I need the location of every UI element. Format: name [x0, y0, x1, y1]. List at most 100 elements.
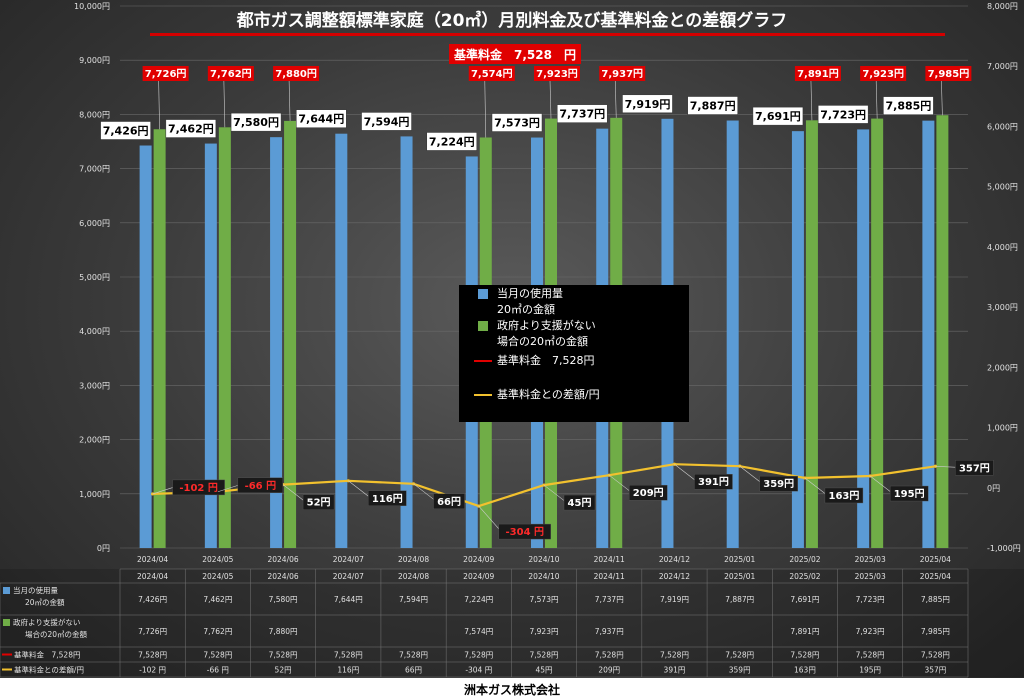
table-cell: 7,723円	[856, 595, 885, 604]
table-cell: 7,528円	[790, 651, 819, 660]
table-row-label: 場合の20㎥の金額	[25, 629, 88, 639]
bar-current-usage	[857, 129, 870, 549]
table-cell: 7,885円	[921, 595, 950, 604]
data-table-bg	[0, 569, 1024, 677]
legend-label: 場合の20㎥の金額	[497, 334, 588, 348]
no-subsidy-label: 7,923円	[862, 68, 904, 80]
difference-label: 66円	[437, 496, 461, 508]
table-cell: 7,528円	[660, 651, 689, 660]
x-tick-label: 2024/11	[594, 555, 625, 564]
difference-label: 45円	[568, 497, 592, 509]
y-left-tick-label: 9,000円	[79, 56, 110, 65]
legend-label: 基準料金 7,528円	[497, 353, 595, 367]
table-cell: -66 円	[207, 666, 229, 675]
table-cell: 195円	[859, 666, 881, 675]
chart-title: 都市ガス調整額標準家庭（20㎥）月別料金及び基準料金との差額グラフ	[236, 11, 788, 31]
current-usage-label: 7,573円	[494, 117, 540, 130]
leader-line	[674, 463, 697, 482]
y-left-tick-label: 2,000円	[79, 436, 110, 445]
y-right-tick-label: 8,000円	[987, 2, 1018, 11]
bar-no-subsidy	[284, 120, 297, 549]
y-left-tick-label: 4,000円	[79, 327, 110, 336]
table-cell: 7,594円	[399, 595, 428, 604]
no-subsidy-label-box	[468, 66, 515, 81]
bar-current-usage	[139, 145, 152, 548]
table-header-cell: 2024/05	[202, 572, 233, 581]
table-cell: 7,919円	[660, 595, 689, 604]
difference-label: 163円	[828, 490, 859, 502]
difference-label: 209円	[633, 487, 664, 499]
no-subsidy-label-box	[794, 66, 841, 81]
table-cell: 359円	[729, 666, 751, 675]
company-footer: 洲本ガス株式会社	[463, 683, 560, 697]
table-row-label: 基準料金との差額/円	[14, 665, 84, 675]
leader-line	[810, 79, 813, 121]
legend-swatch	[478, 289, 488, 299]
table-cell: 7,580円	[269, 595, 298, 604]
no-subsidy-label-box	[273, 66, 320, 81]
bar-no-subsidy	[871, 118, 884, 549]
difference-label-box	[563, 494, 596, 511]
table-cell: 357円	[924, 666, 946, 675]
leader-line	[158, 79, 160, 130]
no-subsidy-label: 7,891円	[797, 68, 839, 80]
table-cell: 7,691円	[790, 595, 819, 604]
table-cell: 7,528円	[399, 651, 428, 660]
current-usage-label: 7,224円	[429, 135, 475, 148]
difference-label-box	[824, 487, 864, 504]
leader-line	[869, 475, 893, 494]
table-cell: 7,462円	[203, 595, 232, 604]
table-cell: -102 円	[139, 666, 166, 675]
table-cell: 7,528円	[856, 651, 885, 660]
difference-label: -304 円	[506, 526, 545, 538]
x-tick-label: 2024/05	[202, 555, 233, 564]
leader-line	[348, 480, 371, 499]
x-tick-label: 2024/10	[528, 555, 559, 564]
table-cell: 7,573円	[530, 595, 559, 604]
current-usage-label-box	[361, 112, 412, 131]
table-row-label: 政府より支援がない	[13, 617, 80, 627]
table-cell: 7,528円	[595, 651, 624, 660]
table-cell: 7,426円	[138, 595, 167, 604]
y-left-tick-label: 6,000円	[79, 219, 110, 228]
table-cell: 7,528円	[464, 651, 493, 660]
table-cell: 7,528円	[334, 651, 363, 660]
table-cell: 163円	[794, 666, 816, 675]
current-usage-label: 7,594円	[364, 115, 410, 128]
y-right-tick-label: 0円	[987, 484, 1000, 493]
difference-label-box	[237, 477, 284, 493]
current-usage-label-box	[100, 121, 151, 140]
leader-line	[152, 486, 175, 495]
current-usage-label-box	[752, 106, 804, 126]
leader-line	[609, 474, 632, 493]
y-left-tick-label: 3,000円	[79, 381, 110, 390]
y-right-tick-label: 2,000円	[987, 363, 1018, 372]
current-usage-label: 7,644円	[298, 113, 344, 126]
x-tick-label: 2024/07	[333, 555, 364, 564]
leader-line	[217, 484, 240, 493]
table-cell: 7,528円	[138, 651, 167, 660]
current-usage-label: 7,887円	[690, 100, 736, 113]
table-cell: 45円	[535, 666, 552, 675]
current-usage-label-box	[165, 119, 217, 138]
legend-box	[459, 285, 689, 422]
leader-line	[804, 477, 828, 496]
no-subsidy-label-box	[925, 66, 972, 81]
difference-label-box	[889, 485, 929, 502]
leader-line	[413, 483, 436, 502]
y-right-tick-label: 7,000円	[987, 62, 1018, 71]
table-header-cell: 2024/04	[137, 572, 168, 581]
difference-label-box	[368, 490, 407, 506]
no-subsidy-label: 7,880円	[275, 68, 317, 80]
table-cell: 7,528円	[725, 651, 754, 660]
current-usage-label: 7,580円	[233, 116, 279, 129]
current-usage-label: 7,919円	[625, 98, 671, 111]
table-cell: 7,762円	[203, 627, 232, 636]
base-price-badge-box	[449, 44, 581, 64]
leader-line	[543, 484, 567, 503]
difference-label: 359円	[763, 478, 794, 490]
no-subsidy-label-box	[534, 66, 580, 81]
difference-label: -102 円	[179, 482, 218, 494]
table-cell: 7,880円	[269, 627, 298, 636]
difference-label: 391円	[698, 476, 729, 488]
